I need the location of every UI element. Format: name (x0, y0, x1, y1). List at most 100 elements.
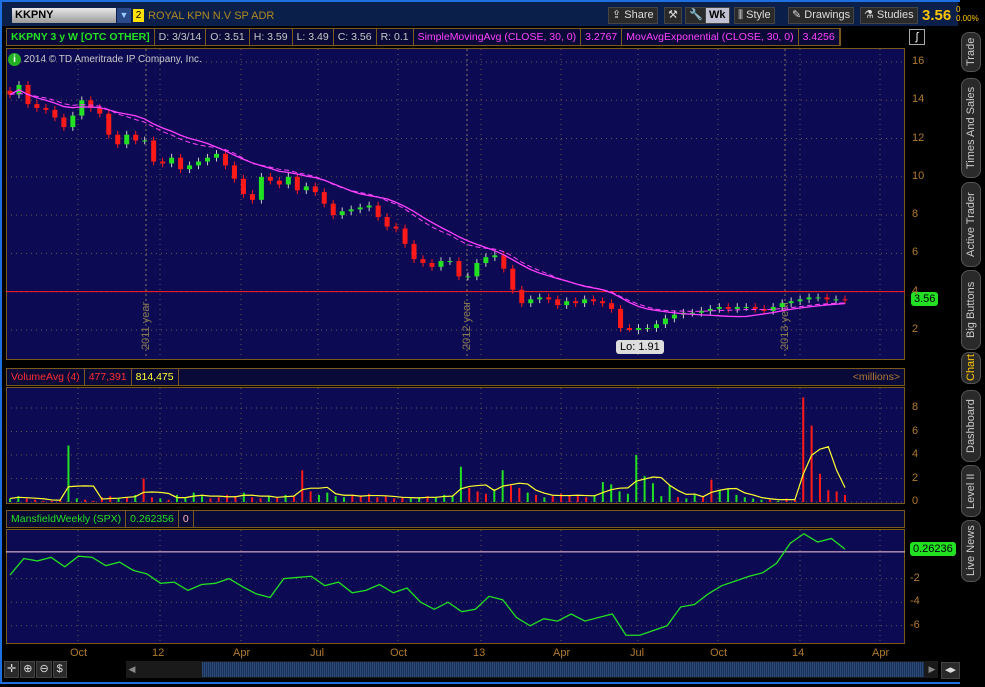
share-button[interactable]: ⇪ Share (608, 7, 658, 24)
candle-body (97, 107, 103, 114)
style-button[interactable]: ⫼ Style (734, 7, 775, 24)
crosshair-icon[interactable]: ✛ (4, 661, 20, 678)
candle-body (627, 328, 633, 330)
pencil-icon: ✎ (792, 9, 805, 21)
candle-body (519, 289, 525, 304)
price-tag: 3.56 (911, 292, 939, 306)
candle-body (546, 297, 552, 300)
candle-body (330, 203, 336, 216)
ema-label[interactable]: MovAvgExponential (CLOSE, 30, 0) (622, 29, 799, 45)
candle-body (258, 176, 264, 200)
last-price: 3.56 (922, 7, 952, 24)
candle-body (276, 180, 282, 185)
studies-button[interactable]: ⚗ Studies (860, 7, 918, 24)
candle-body (635, 328, 641, 330)
candle-body (222, 153, 228, 166)
candle-body (429, 262, 435, 267)
link-badge[interactable]: 2 (133, 9, 144, 22)
volume-units: <millions> (852, 371, 900, 383)
candle-body (815, 297, 821, 299)
candle-body (725, 306, 731, 309)
candle-body (151, 140, 157, 162)
sma-label[interactable]: SimpleMovingAvg (CLOSE, 30, 0) (414, 29, 582, 45)
chart-settings-icon[interactable]: ∫ (909, 29, 925, 45)
mansfield-study-label[interactable]: MansfieldWeekly (SPX) (7, 511, 127, 527)
symbol-input[interactable]: KKPNY (12, 8, 116, 23)
mansfield-zero-value: 0 (179, 511, 194, 527)
candle-body (510, 268, 516, 290)
side-tab-chart[interactable]: Chart (961, 352, 981, 384)
candle-body (402, 228, 408, 244)
candle-body (465, 276, 471, 278)
price-tick-label: 16 (912, 55, 925, 67)
year-marker-label: 2013 year (779, 301, 791, 350)
zoom-in-icon[interactable]: ⊕ (20, 661, 36, 678)
candle-body (600, 301, 606, 304)
candle-body (555, 299, 561, 306)
x-tick-label: 14 (792, 647, 805, 659)
candle-body (582, 299, 588, 304)
settings-button[interactable]: 🔧 (685, 7, 707, 24)
candle-body (537, 297, 543, 300)
candle-body (698, 310, 704, 313)
mansfield-tick-label: -6 (910, 618, 920, 631)
candle-body (375, 205, 381, 218)
side-tab-level-ii[interactable]: Level II (961, 465, 981, 517)
x-tick-label: Oct (390, 647, 408, 659)
candle-body (249, 194, 255, 200)
candle-body (303, 186, 309, 191)
candle-body (169, 157, 175, 164)
low-label: Lo: 1.91 (616, 340, 664, 354)
candle-body (743, 306, 749, 308)
scroll-right-icon[interactable]: ▶ (928, 664, 936, 674)
side-tab-dashboard[interactable]: Dashboard (961, 390, 981, 462)
candle-body (205, 157, 211, 162)
copyright-notice: i 2014 © TD Ameritrade IP Company, Inc. (8, 53, 202, 66)
horizontal-scrollbar[interactable]: ◀ ▶ (126, 661, 938, 678)
candle-body (321, 192, 327, 204)
zoom-controls: ✛ ⊕ ⊖ $ (4, 661, 67, 678)
dollar-icon[interactable]: $ (52, 661, 67, 678)
expand-icon[interactable]: ◂▸ (941, 662, 961, 679)
high-value: H: 3.59 (250, 29, 293, 45)
candle-body (779, 303, 785, 307)
wrench-icon: ⚒ (668, 9, 678, 21)
mansfield-value: 0.262356 (126, 511, 179, 527)
side-tab-big-buttons[interactable]: Big Buttons (961, 270, 981, 350)
candle-body (501, 255, 507, 269)
candle-body (591, 299, 597, 302)
price-tick-label: 2 (912, 322, 919, 335)
scrollbar-thumb[interactable] (202, 662, 924, 677)
candle-body (734, 306, 740, 309)
candle-body (285, 176, 291, 185)
side-tab-trade[interactable]: Trade (961, 32, 981, 72)
candle-body (384, 217, 390, 227)
candle-body (752, 306, 758, 309)
symbol-dropdown-icon[interactable]: ▼ (117, 8, 131, 23)
candle-body (573, 301, 579, 304)
candle-body (770, 306, 776, 311)
x-tick-label: 13 (473, 647, 486, 659)
side-tab-times-and-sales[interactable]: Times And Sales (961, 78, 981, 178)
candle-body (124, 134, 130, 145)
sma-value: 3.2767 (581, 29, 623, 45)
info-icon[interactable]: i (8, 53, 21, 66)
candle-body (662, 318, 668, 325)
side-tab-active-trader[interactable]: Active Trader (961, 182, 981, 267)
volume-study-label[interactable]: VolumeAvg (4) (7, 369, 85, 385)
zoom-out-icon[interactable]: ⊖ (36, 661, 52, 678)
candle-body (7, 90, 13, 95)
candle-body (357, 207, 363, 210)
candle-body (70, 115, 76, 128)
candle-body (214, 153, 220, 158)
candle-body (833, 299, 839, 301)
wk-button[interactable]: Wk (705, 7, 730, 24)
scroll-left-icon[interactable]: ◀ (128, 664, 136, 674)
drawings-button[interactable]: ✎ Drawings (788, 7, 855, 24)
tools-button[interactable]: ⚒ (664, 7, 682, 24)
side-tab-live-news[interactable]: Live News (961, 520, 981, 582)
candle-body (88, 100, 94, 108)
x-tick-label: Jul (310, 647, 325, 659)
x-tick-label: Apr (872, 647, 890, 659)
